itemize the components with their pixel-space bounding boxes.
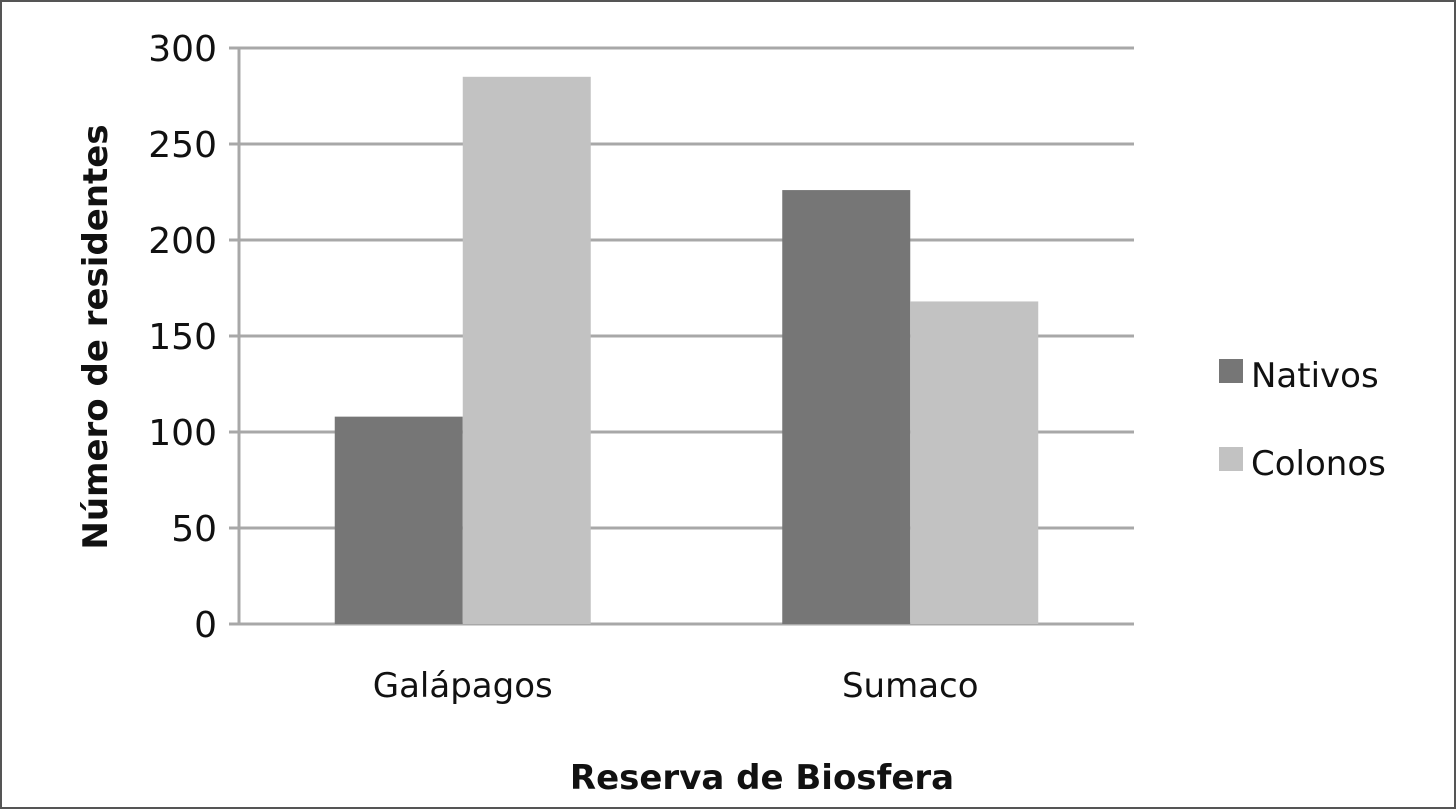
bar-colonos-0	[462, 76, 591, 625]
legend-swatch-nativos	[1219, 359, 1243, 383]
bar-nativos-1	[782, 190, 911, 624]
bar-colonos-1	[910, 301, 1039, 624]
legend-label-nativos: Nativos	[1251, 356, 1379, 396]
y-tick-label-0: 0	[194, 605, 217, 646]
x-category-labels: Galápagos Sumaco	[373, 666, 979, 706]
x-axis-title: Reserva de Biosfera	[570, 758, 954, 798]
y-tick-label-300: 300	[148, 29, 217, 70]
x-category-label-1: Sumaco	[842, 666, 979, 706]
y-tick-label-100: 100	[148, 413, 217, 454]
legend: Nativos Colonos	[1219, 356, 1386, 484]
y-tick-label-250: 250	[148, 125, 217, 166]
y-axis-title: Número de residentes	[76, 124, 116, 549]
bar-nativos-0	[334, 416, 463, 624]
y-tick-label-150: 150	[148, 317, 217, 358]
y-tick-label-200: 200	[148, 221, 217, 262]
bars	[334, 76, 1039, 625]
legend-swatch-colonos	[1219, 447, 1243, 471]
x-category-label-0: Galápagos	[373, 666, 553, 706]
y-tick-labels: 0 50 100 150 200 250 300	[148, 29, 217, 646]
y-tick-label-50: 50	[171, 509, 217, 550]
legend-label-colonos: Colonos	[1251, 444, 1386, 484]
